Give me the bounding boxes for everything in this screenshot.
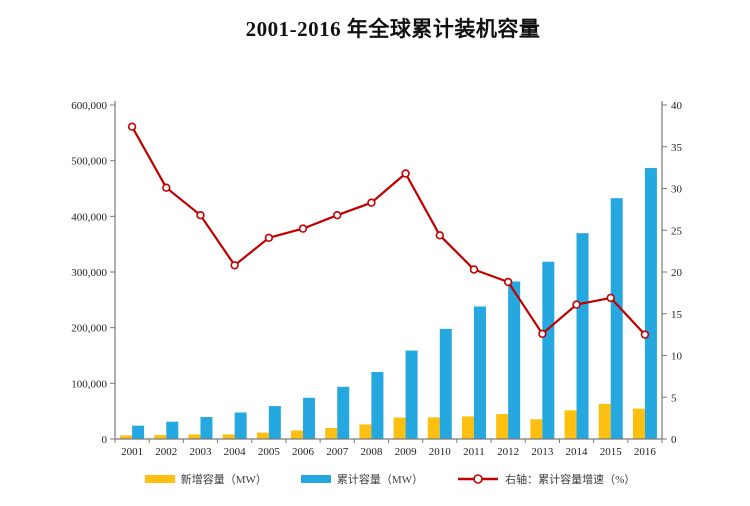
bar-new-capacity xyxy=(188,434,201,439)
legend-label: 累计容量（MW） xyxy=(336,474,424,486)
growth-rate-marker xyxy=(435,231,444,240)
x-axis-year-label: 2002 xyxy=(155,446,177,458)
growth-rate-marker xyxy=(230,261,239,270)
growth-rate-marker xyxy=(538,329,547,338)
bar-cumulative-capacity xyxy=(473,306,486,439)
growth-rate-marker xyxy=(162,183,171,192)
bar-new-capacity xyxy=(564,410,577,439)
bar-cumulative-capacity xyxy=(200,417,213,439)
growth-rate-marker xyxy=(606,293,615,303)
growth-rate-marker xyxy=(333,211,342,220)
bar-cumulative-capacity xyxy=(610,198,623,439)
bar-new-capacity xyxy=(154,434,167,439)
growth-rate-marker xyxy=(401,169,410,178)
bar-cumulative-capacity xyxy=(439,328,452,439)
bar-cumulative-capacity xyxy=(508,281,521,439)
x-axis-year-label: 2006 xyxy=(292,446,315,458)
bar-cumulative-capacity xyxy=(303,397,316,439)
bar-cumulative-capacity xyxy=(268,406,281,439)
legend-swatch-cumulative-capacity xyxy=(300,475,331,483)
growth-rate-marker xyxy=(127,122,137,131)
bar-new-capacity xyxy=(120,435,133,439)
x-axis-year-label: 2009 xyxy=(395,446,418,458)
bar-new-capacity xyxy=(496,414,509,439)
x-axis-year-label: 2014 xyxy=(566,446,589,458)
x-axis-year-label: 2008 xyxy=(360,446,383,458)
growth-rate-marker xyxy=(572,300,581,309)
x-axis-year-label: 2007 xyxy=(326,446,349,458)
bar-new-capacity xyxy=(598,403,611,439)
x-axis-year-label: 2003 xyxy=(189,446,212,458)
right-axis-tick-label: 0 xyxy=(671,434,677,446)
bar-cumulative-capacity xyxy=(644,168,657,439)
right-axis-tick-label: 20 xyxy=(671,267,683,279)
bar-new-capacity xyxy=(393,417,406,439)
bar-new-capacity xyxy=(222,434,235,439)
bar-cumulative-capacity xyxy=(234,412,247,439)
chart-legend: 新增容量（MW） 累计容量（MW） 右轴：累计容量增速（%） xyxy=(15,471,750,487)
bar-new-capacity xyxy=(427,417,440,439)
bar-cumulative-capacity xyxy=(166,421,179,439)
left-axis-tick-label: 300,000 xyxy=(71,267,107,279)
x-axis-year-label: 2005 xyxy=(258,446,281,458)
bar-new-capacity xyxy=(325,427,338,439)
bar-cumulative-capacity xyxy=(337,386,350,439)
legend-label: 右轴：累计容量增速（%） xyxy=(505,474,636,486)
bar-new-capacity xyxy=(461,416,474,439)
right-axis-tick-label: 40 xyxy=(671,100,683,112)
legend-label: 新增容量（MW） xyxy=(180,474,267,486)
bar-new-capacity xyxy=(359,424,372,439)
x-axis-year-label: 2010 xyxy=(429,446,452,458)
chart-title: 2001-2016 年全球累计装机容量 xyxy=(245,17,541,41)
right-axis-tick-label: 25 xyxy=(671,225,683,237)
growth-rate-marker xyxy=(298,224,308,233)
left-axis-tick-label: 0 xyxy=(102,434,108,446)
growth-rate-marker xyxy=(469,265,479,274)
x-axis-year-label: 2001 xyxy=(121,446,143,458)
bar-cumulative-capacity xyxy=(576,233,589,439)
x-axis-year-label: 2004 xyxy=(224,446,247,458)
growth-rate-marker xyxy=(196,211,205,220)
left-axis-tick-label: 400,000 xyxy=(71,211,107,223)
growth-rate-marker xyxy=(640,330,650,339)
bar-cumulative-capacity xyxy=(371,372,384,439)
legend-item: 右轴：累计容量增速（%） xyxy=(457,471,635,487)
right-axis-tick-label: 10 xyxy=(671,351,683,363)
legend-line-marker-icon xyxy=(458,474,499,484)
bar-new-capacity xyxy=(632,408,645,439)
legend-item: 累计容量（MW） xyxy=(300,471,424,487)
bar-new-capacity xyxy=(256,432,269,439)
growth-rate-line xyxy=(131,126,646,336)
right-axis-tick-label: 35 xyxy=(671,142,683,154)
growth-rate-marker xyxy=(503,277,513,287)
bar-cumulative-capacity xyxy=(405,350,418,439)
growth-rate-marker xyxy=(264,233,274,243)
left-axis-tick-label: 600,000 xyxy=(71,100,107,112)
x-axis-year-label: 2013 xyxy=(531,446,554,458)
bar-cumulative-capacity xyxy=(542,261,555,439)
right-axis-tick-label: 15 xyxy=(671,309,683,321)
left-axis-tick-label: 100,000 xyxy=(71,378,107,390)
legend-item: 新增容量（MW） xyxy=(144,471,267,487)
bar-cumulative-capacity xyxy=(132,425,145,439)
left-axis-tick-label: 500,000 xyxy=(71,156,107,168)
left-axis-tick-label: 200,000 xyxy=(71,323,107,335)
x-axis-year-label: 2011 xyxy=(463,446,485,458)
growth-rate-marker xyxy=(367,198,376,207)
x-axis-year-label: 2012 xyxy=(497,446,519,458)
bar-new-capacity xyxy=(291,430,304,439)
x-axis-year-label: 2016 xyxy=(634,446,657,458)
bar-new-capacity xyxy=(530,419,543,439)
right-axis-tick-label: 30 xyxy=(671,184,683,196)
right-axis-tick-label: 5 xyxy=(671,392,677,404)
x-axis-year-label: 2015 xyxy=(600,446,623,458)
legend-swatch-new-capacity xyxy=(144,475,175,483)
